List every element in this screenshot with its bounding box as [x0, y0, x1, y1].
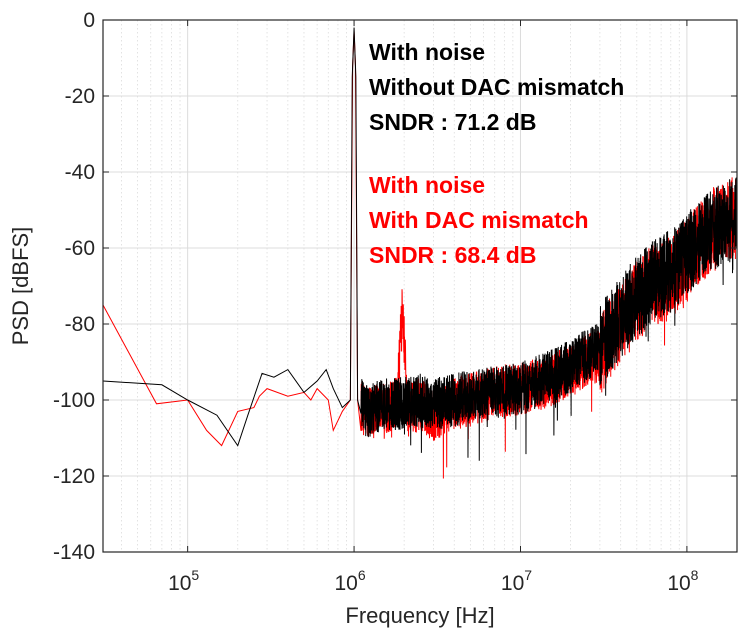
x-axis-title: Frequency [Hz]	[345, 603, 494, 628]
series-black-line	[102, 27, 738, 461]
x-tick-label: 106	[334, 567, 365, 595]
annotation-line: With noise	[369, 39, 485, 65]
y-axis-title: PSD [dBFS]	[8, 227, 33, 346]
y-tick-label: 0	[83, 9, 95, 32]
y-tick-label: -120	[53, 465, 95, 488]
y-tick-labels: 0 -20 -40 -60 -80 -100 -120 -140	[53, 9, 737, 564]
y-tick-label: -60	[65, 237, 95, 260]
annotations: With noise Without DAC mismatch SNDR : 71.…	[369, 39, 624, 268]
y-tick-label: -80	[65, 313, 95, 336]
annotation-line: With DAC mismatch	[369, 207, 589, 233]
y-tick-label: -100	[53, 389, 95, 412]
annotation-line: SNDR : 71.2 dB	[369, 109, 536, 135]
y-tick-label: -140	[53, 541, 95, 564]
x-tick-label: 105	[168, 567, 199, 595]
x-tick-labels: 105 106 107 108	[168, 20, 699, 595]
plot-frame	[102, 19, 738, 553]
x-tick-label: 107	[501, 567, 532, 595]
x-tick-label: 108	[667, 567, 698, 595]
annotation-line: SNDR : 68.4 dB	[369, 242, 536, 268]
y-tick-label: -40	[65, 161, 95, 184]
annotation-line: With noise	[369, 172, 485, 198]
annotation-line: Without DAC mismatch	[369, 74, 624, 100]
series-lines	[102, 27, 738, 479]
y-tick-label: -20	[65, 85, 95, 108]
